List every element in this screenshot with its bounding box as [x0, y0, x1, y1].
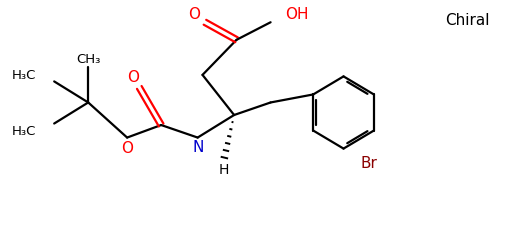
Text: H: H	[218, 162, 228, 176]
Text: N: N	[193, 140, 204, 154]
Text: O: O	[188, 7, 200, 22]
Text: H₃C: H₃C	[11, 69, 36, 82]
Text: O: O	[127, 70, 139, 85]
Text: O: O	[121, 140, 133, 155]
Text: H₃C: H₃C	[11, 124, 36, 137]
Text: OH: OH	[285, 7, 309, 22]
Text: Br: Br	[360, 155, 377, 170]
Text: Chiral: Chiral	[445, 13, 490, 28]
Text: CH₃: CH₃	[76, 53, 100, 66]
